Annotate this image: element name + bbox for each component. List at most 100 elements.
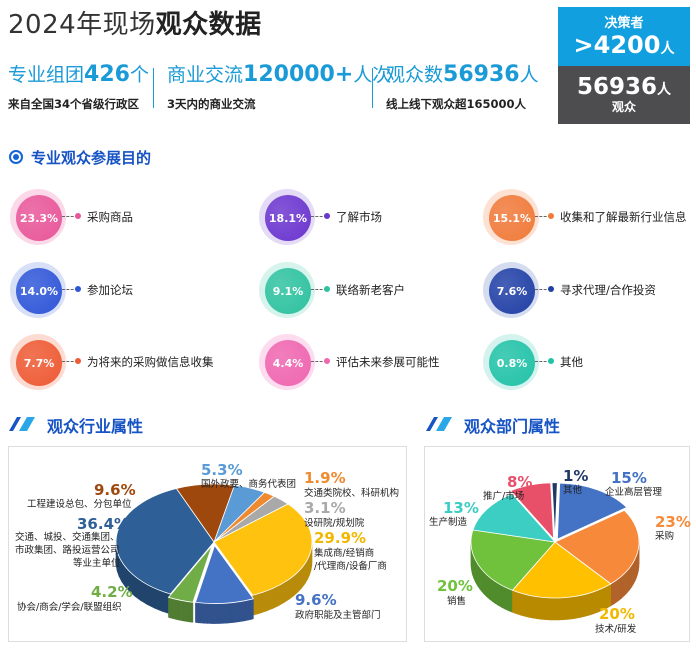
purpose-percent: 14.0% bbox=[16, 268, 62, 314]
department-pie bbox=[470, 482, 640, 621]
pie-slice-side bbox=[209, 603, 213, 624]
stat-exchange: 商业交流120000+人次 3天内的商业交流 bbox=[167, 62, 391, 112]
pie-slice-side bbox=[252, 592, 260, 616]
pie-slice-side bbox=[243, 600, 247, 622]
industry-title: 观众行业属性 bbox=[47, 417, 144, 436]
purpose-percent: 0.8% bbox=[489, 340, 535, 386]
pie-slice bbox=[194, 544, 255, 604]
purpose-percent: 15.1% bbox=[489, 195, 535, 241]
title-prefix: 2024年现场 bbox=[8, 10, 156, 40]
industry-label-pct: 36.4% bbox=[77, 515, 130, 533]
pie-slice-side bbox=[504, 586, 510, 612]
department-label-text: 其他 bbox=[563, 485, 583, 496]
stat-label: 商业交流 bbox=[167, 64, 244, 86]
department-label-pct: 15% bbox=[611, 469, 647, 487]
pie-slice-side bbox=[217, 603, 221, 624]
pie-slice-side bbox=[239, 600, 243, 623]
industry-label-text: 集成商/经销商 bbox=[314, 548, 375, 559]
pie-slice-side bbox=[212, 603, 216, 624]
purpose-label: 评估未来参展可能性 bbox=[336, 355, 440, 369]
pie-slice-side bbox=[588, 591, 593, 616]
industry-label-text: 交通类院校、科研机构 bbox=[304, 488, 400, 499]
pie-slice-side bbox=[508, 588, 513, 613]
stat-number: 120000+ bbox=[243, 62, 354, 87]
stat-audience: 观众数56936人 线上线下观众超165000人 bbox=[386, 62, 539, 112]
pie-slice-side bbox=[614, 578, 619, 605]
purpose-connector bbox=[535, 289, 551, 290]
department-title: 观众部门属性 bbox=[464, 417, 561, 436]
purpose-dot bbox=[75, 358, 81, 364]
stat-divider bbox=[153, 68, 154, 108]
pie-slice-side bbox=[580, 594, 585, 618]
pie-slice-side bbox=[197, 602, 201, 624]
stat-sub: 线上线下观众超165000人 bbox=[386, 97, 527, 111]
pie-slice-side bbox=[283, 578, 290, 604]
stat-unit: 人 bbox=[519, 64, 539, 86]
department-label-text: 销售 bbox=[447, 596, 467, 607]
pie-slice-side bbox=[265, 588, 273, 612]
pie-slice-side bbox=[231, 601, 235, 623]
stat-sub: 3天内的商业交流 bbox=[167, 97, 256, 111]
target-icon bbox=[9, 150, 23, 164]
purpose-item: 23.3% 采购商品 bbox=[10, 189, 240, 245]
purposes-title: 专业观众参展目的 bbox=[31, 149, 152, 167]
department-label-pct: 13% bbox=[443, 499, 479, 517]
pie-slice-side bbox=[214, 603, 218, 624]
stat-sub: 来自全国34个省级行政区 bbox=[8, 97, 140, 111]
pie-slice-side bbox=[494, 580, 499, 606]
double-slash-icon bbox=[9, 417, 35, 431]
pie-slice-side bbox=[272, 585, 279, 609]
purpose-percent: 7.7% bbox=[16, 340, 62, 386]
pie-slice-side bbox=[195, 602, 199, 624]
industry-chart: 5.3% 国外政要、商务代表团 1.9% 交通类院校、科研机构 3.1% 设研院… bbox=[8, 446, 407, 642]
pie-slice-side bbox=[204, 602, 208, 624]
department-chart: 1% 其他 15% 企业高层管理 23% 采购 20% 技术/研发 20% 销售… bbox=[424, 446, 691, 642]
pie-slice-side bbox=[219, 603, 223, 624]
industry-label-pct: 9.6% bbox=[94, 481, 136, 499]
pie-slice-side bbox=[519, 592, 525, 617]
industry-label-text: 等业主单位 bbox=[73, 558, 121, 569]
purpose-dot bbox=[75, 286, 81, 292]
pie-slice bbox=[472, 493, 557, 543]
decision-value: >4200 bbox=[573, 31, 661, 59]
audience-value: 56936 bbox=[576, 74, 658, 100]
purpose-connector bbox=[62, 216, 78, 217]
pie-slice bbox=[554, 509, 640, 585]
pie-slice-side bbox=[241, 600, 245, 622]
purpose-connector bbox=[62, 361, 78, 362]
industry-pie bbox=[115, 483, 313, 624]
pie-slice-side bbox=[545, 597, 551, 621]
purpose-percent: 4.4% bbox=[265, 340, 311, 386]
pie-slice-side bbox=[479, 566, 483, 593]
pie-slice-side bbox=[234, 601, 238, 623]
department-label-text: 企业高层管理 bbox=[605, 487, 663, 498]
purpose-dot bbox=[548, 213, 554, 219]
industry-label-pct: 3.1% bbox=[304, 499, 346, 517]
pie-slice-side bbox=[528, 594, 533, 619]
stat-label: 观众数 bbox=[386, 64, 444, 86]
pie-slice bbox=[115, 487, 215, 595]
department-label-pct: 8% bbox=[507, 473, 533, 491]
purpose-dot bbox=[75, 213, 81, 219]
industry-label-text: 交通、城投、交通集团、 bbox=[15, 532, 120, 543]
purpose-percent: 23.3% bbox=[16, 195, 62, 241]
stat-number: 56936 bbox=[443, 62, 520, 87]
industry-label-text: 国外政要、商务代表团 bbox=[201, 479, 297, 490]
industry-label-pct: 29.9% bbox=[314, 529, 367, 547]
pie-slice-side bbox=[623, 570, 628, 597]
pie-slice-side bbox=[620, 573, 625, 600]
pie-slice-side bbox=[236, 601, 240, 623]
pie-slice-side bbox=[617, 575, 622, 602]
pie-slice-side bbox=[200, 602, 204, 624]
purpose-item: 4.4% 评估未来参展可能性 bbox=[259, 334, 489, 390]
audience-label: 观众 bbox=[611, 100, 636, 114]
pie-slice-side bbox=[571, 595, 577, 620]
pie-slice-side bbox=[567, 596, 573, 620]
department-label-pct: 1% bbox=[563, 467, 589, 485]
purpose-label: 其他 bbox=[560, 355, 583, 369]
page-title: 2024年现场观众数据 bbox=[8, 4, 262, 41]
pie-slice-side bbox=[246, 599, 250, 621]
department-label-pct: 20% bbox=[599, 605, 635, 623]
pie-slice-side bbox=[489, 576, 493, 602]
title-bold: 观众数据 bbox=[155, 10, 262, 40]
